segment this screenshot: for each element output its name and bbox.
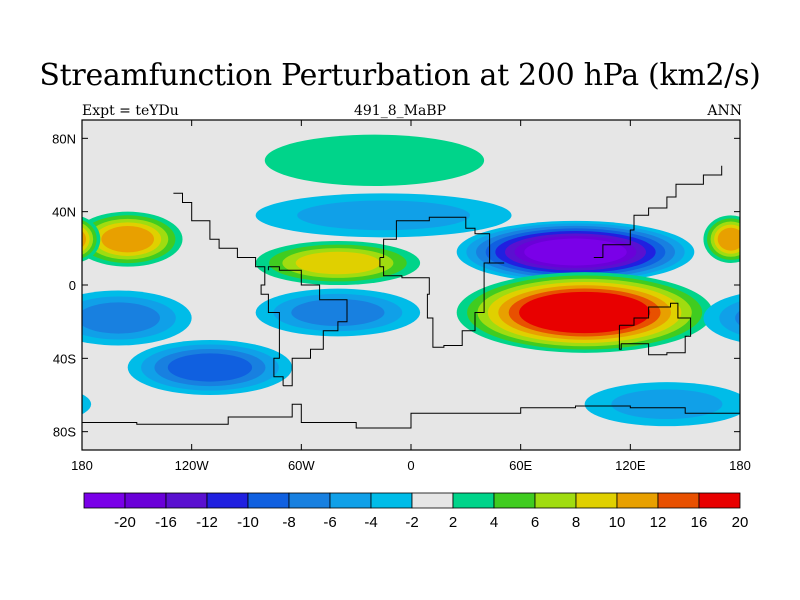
contour-level: [717, 227, 740, 251]
colorbar: -20 -16 -12 -10 -8 -6 -4 -2 2 4 6 8 10 12 16 20: [83, 492, 749, 531]
contour-level: [611, 389, 723, 420]
colorbar-label: 10: [609, 514, 626, 531]
colorbar-label: -2: [405, 514, 418, 531]
field-feature: [82, 215, 740, 263]
colorbar-swatch: [329, 492, 372, 509]
contour-level: [730, 223, 740, 255]
colorbar-swatch: [411, 492, 454, 509]
colorbar-label: 2: [449, 514, 457, 531]
colorbar-label: 6: [531, 514, 539, 531]
contour-level: [167, 353, 253, 382]
y-tick-label: 40N: [52, 205, 76, 220]
field-feature: [82, 290, 740, 346]
contour-level: [295, 251, 381, 275]
coastline-segment: [593, 165, 723, 258]
contour-level: [82, 302, 160, 334]
colorbar-swatch: [657, 492, 700, 509]
experiment-label: Expt = teYDu: [82, 103, 179, 119]
colorbar-swatch: [370, 492, 413, 509]
contour-level: [82, 230, 87, 248]
field-feature: [82, 382, 740, 427]
y-tick-label: 40S: [53, 351, 76, 366]
colorbar-swatch: [247, 492, 290, 509]
contour-level: [291, 298, 385, 327]
colorbar-label: 4: [490, 514, 498, 531]
coastlines: [82, 165, 740, 429]
y-axis: 80N 40N 0 40S 80S: [52, 131, 740, 440]
colorbar-label: 12: [650, 514, 667, 531]
field-feature: [255, 288, 421, 337]
contour-level: [101, 225, 155, 253]
colorbar-label: -4: [364, 514, 377, 531]
colorbar-label: -12: [196, 514, 218, 531]
field-feature: [456, 272, 713, 353]
colorbar-label: -10: [237, 514, 259, 531]
colorbar-swatch: [452, 492, 495, 509]
colorbar-swatch: [83, 492, 126, 509]
colorbar-label: -8: [282, 514, 295, 531]
contour-level: [738, 232, 740, 247]
colorbar-swatch: [493, 492, 536, 509]
x-tick-label: 60W: [288, 458, 315, 473]
colorbar-label: 20: [732, 514, 749, 531]
colorbar-swatch: [575, 492, 618, 509]
colorbar-label: -16: [155, 514, 177, 531]
coastline-segment: [267, 266, 348, 387]
colorbar-label: -20: [114, 514, 136, 531]
field-feature: [255, 241, 421, 285]
contour-level: [264, 134, 485, 186]
contour-fields: [82, 134, 740, 427]
contour-level: [524, 238, 627, 266]
y-tick-label: 80N: [52, 131, 76, 146]
field-feature: [456, 220, 695, 284]
colorbar-swatch: [165, 492, 208, 509]
x-tick-label: 60E: [509, 458, 532, 473]
x-tick-label: 180: [729, 458, 751, 473]
season-label: ANN: [707, 103, 742, 119]
colorbar-swatch: [534, 492, 577, 509]
field-feature: [264, 134, 485, 186]
colorbar-label: 8: [572, 514, 580, 531]
coastline-segment: [173, 192, 284, 386]
x-tick-label: 120E: [615, 458, 646, 473]
colorbar-label: -6: [323, 514, 336, 531]
colorbar-swatch: [124, 492, 167, 509]
coastline-segment: [379, 216, 505, 348]
coastline-segment: [82, 403, 740, 429]
case-label: 491_8_MaBP: [353, 103, 447, 119]
chart-title: Streamfunction Perturbation at 200 hPa (…: [39, 58, 761, 93]
colorbar-swatch: [206, 492, 249, 509]
y-tick-label: 0: [69, 278, 76, 293]
field-feature: [127, 340, 293, 395]
colorbar-swatch: [616, 492, 659, 509]
contour-level: [82, 394, 92, 415]
contour-level: [735, 310, 740, 326]
colorbar-label: 16: [691, 514, 708, 531]
colorbar-swatch: [288, 492, 331, 509]
y-tick-label: 80S: [53, 425, 76, 440]
field-feature: [255, 193, 512, 238]
coastline-segment: [618, 302, 692, 356]
contour-level: [529, 295, 640, 330]
contour-level: [297, 200, 470, 231]
colorbar-swatch: [698, 492, 741, 509]
contour-level: [719, 301, 740, 335]
x-tick-label: 0: [407, 458, 414, 473]
x-tick-label: 120W: [175, 458, 210, 473]
x-tick-label: 180: [71, 458, 93, 473]
x-axis: 180 120W 60W 0 60E 120E 180: [71, 120, 751, 473]
